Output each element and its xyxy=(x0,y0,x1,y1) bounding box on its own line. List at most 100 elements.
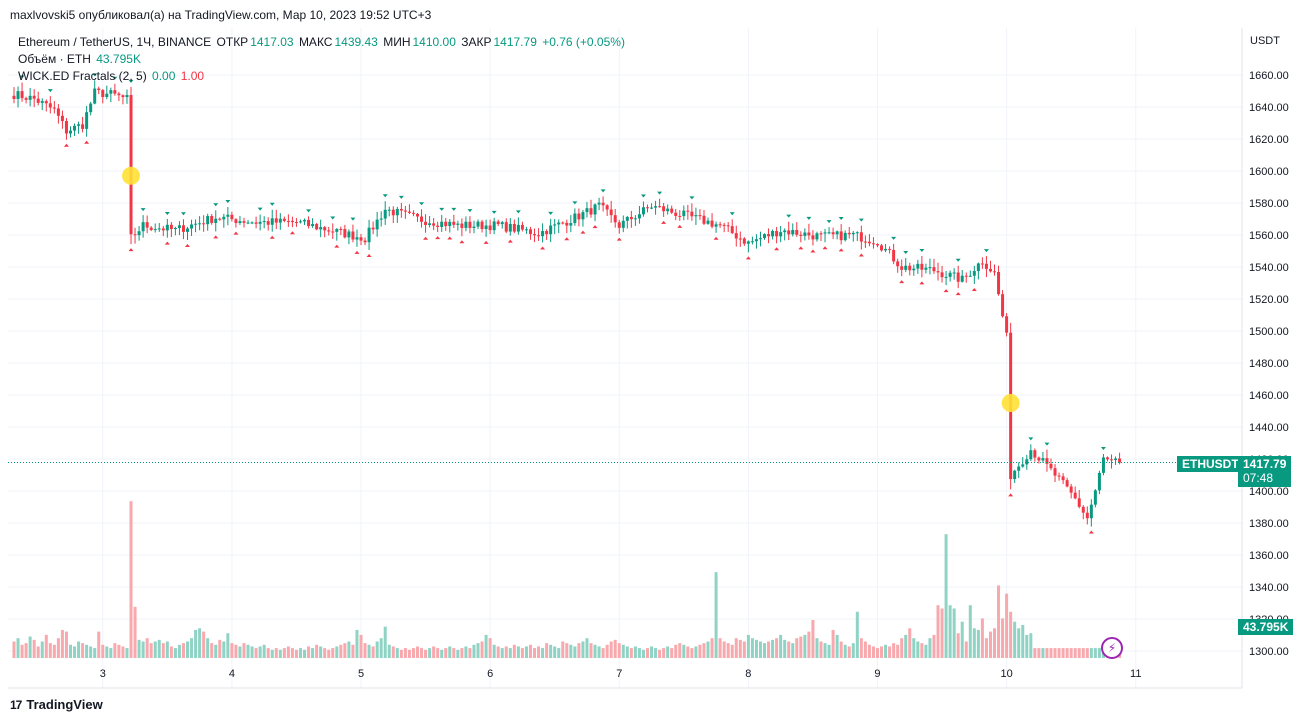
candle-body xyxy=(549,225,553,235)
candle-body xyxy=(976,263,980,272)
fractal-up-marker xyxy=(225,200,231,204)
volume-bar xyxy=(690,648,694,658)
volume-bar xyxy=(202,631,206,658)
candle-body xyxy=(508,223,512,232)
volume-bar xyxy=(424,649,428,658)
candle-body xyxy=(581,212,585,220)
candle-body xyxy=(940,272,944,278)
candle-body xyxy=(363,240,367,243)
volume-bar xyxy=(319,646,323,658)
candle-body xyxy=(948,272,952,277)
volume-bar xyxy=(835,634,839,658)
time-tick-label: 6 xyxy=(487,668,493,680)
volume-bar xyxy=(496,646,500,658)
volume-bar xyxy=(1021,624,1025,658)
candle-body xyxy=(488,225,492,231)
candle-body xyxy=(863,241,867,243)
candle-body xyxy=(97,88,101,91)
candle-body xyxy=(355,237,359,240)
volume-bar xyxy=(783,639,787,658)
candle-body xyxy=(1025,459,1029,465)
volume-bar xyxy=(1009,611,1013,658)
volume-bar xyxy=(1013,621,1017,658)
volume-bar xyxy=(645,648,649,658)
volume-bar xyxy=(1049,648,1053,658)
candle-body xyxy=(327,230,331,232)
candle-body xyxy=(645,207,649,209)
volume-bar xyxy=(363,643,367,658)
volume-bar xyxy=(1045,648,1049,658)
volume-bar xyxy=(553,646,557,658)
fractal-up-marker xyxy=(330,216,336,220)
tradingview-brand[interactable]: 17 TradingView xyxy=(10,697,103,712)
candle-body xyxy=(1037,457,1041,461)
volume-bar xyxy=(520,648,524,658)
volume-bar xyxy=(125,648,129,658)
candle-body xyxy=(109,90,113,94)
fractal-down-marker xyxy=(213,235,219,239)
open-label: ОТКР xyxy=(216,35,249,49)
volume-bar xyxy=(867,644,871,658)
candle-body xyxy=(847,232,851,235)
volume-bar xyxy=(492,644,496,658)
candle-body xyxy=(391,209,395,216)
price-tick-label: 1440.00 xyxy=(1249,422,1289,434)
fractal-up-marker xyxy=(919,249,925,253)
close-label: ЗАКР xyxy=(461,35,492,49)
candle-body xyxy=(585,208,589,213)
fractal-up-marker xyxy=(955,258,961,262)
candle-body xyxy=(125,95,129,98)
price-tick-label: 1480.00 xyxy=(1249,358,1289,370)
fractals-value-2: 1.00 xyxy=(180,69,205,83)
candle-body xyxy=(650,207,654,209)
candle-body xyxy=(500,222,504,225)
change-value: +0.76 (+0.05%) xyxy=(542,35,625,49)
volume-bar xyxy=(726,643,730,658)
volume-bar xyxy=(964,641,968,658)
candle-body xyxy=(545,231,549,235)
volume-bar xyxy=(746,634,750,658)
volume-bar xyxy=(343,643,347,658)
candle-body xyxy=(169,224,173,230)
fractal-up-marker xyxy=(350,217,356,221)
volume-legend[interactable]: Объём · ETH 43.795K xyxy=(18,52,143,66)
volume-bar xyxy=(121,646,125,658)
fractal-up-marker xyxy=(786,214,792,218)
volume-bar xyxy=(533,648,537,658)
volume-bar xyxy=(1097,648,1101,658)
candle-body xyxy=(908,265,912,271)
candle-body xyxy=(900,266,904,270)
volume-bar xyxy=(226,633,230,658)
volume-bar xyxy=(117,644,121,658)
candle-body xyxy=(775,230,779,237)
candle-body xyxy=(787,230,791,235)
volume-bar xyxy=(24,643,28,658)
candle-body xyxy=(690,211,694,217)
candle-body xyxy=(754,239,758,242)
candle-body xyxy=(633,218,637,220)
fractal-down-marker xyxy=(269,235,275,239)
fractal-down-marker xyxy=(971,287,977,291)
candle-body xyxy=(113,90,117,94)
candle-body xyxy=(924,267,928,270)
candle-body xyxy=(997,271,1001,295)
lightning-icon[interactable]: ⚡ xyxy=(1101,637,1123,659)
volume-bar xyxy=(843,644,847,658)
fractal-down-marker xyxy=(289,231,295,235)
volume-bar xyxy=(81,643,85,658)
symbol-legend[interactable]: Ethereum / TetherUS, 1Ч, BINANCE ОТКР 141… xyxy=(18,35,627,49)
volume-bar xyxy=(161,643,165,658)
fractals-legend[interactable]: WICK.ED Fractals (2, 5) 0.00 1.00 xyxy=(18,69,206,83)
volume-bar xyxy=(28,636,32,658)
volume-bar xyxy=(807,631,811,658)
candle-body xyxy=(28,95,32,100)
time-axis: 3 4 5 6 7 8 9 10 11 xyxy=(100,668,1142,680)
volume-bar xyxy=(488,638,492,658)
volume-bar xyxy=(169,646,173,658)
fractal-down-marker xyxy=(838,248,844,252)
candle-body xyxy=(791,229,795,235)
candle-body xyxy=(1110,459,1114,461)
price-axis: USDT1300.001320.001340.001360.001380.001… xyxy=(8,28,1289,689)
candle-body xyxy=(593,204,597,215)
